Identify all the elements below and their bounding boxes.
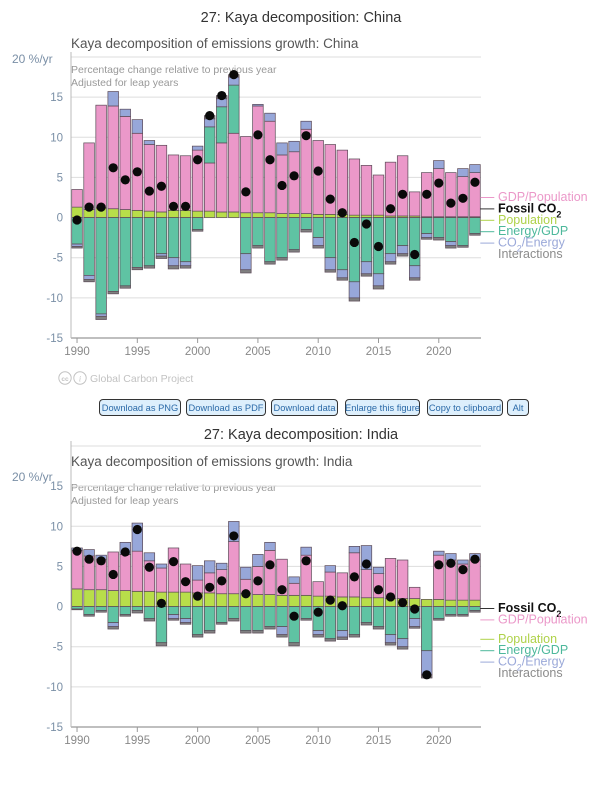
svg-text:20 %/yr: 20 %/yr bbox=[12, 52, 53, 66]
svg-text:2000: 2000 bbox=[185, 735, 211, 747]
svg-text:2005: 2005 bbox=[245, 346, 271, 358]
svg-text:Percentage change relative to: Percentage change relative to previous y… bbox=[71, 64, 277, 76]
svg-text:2010: 2010 bbox=[305, 735, 331, 747]
svg-text:Kaya decomposition of emission: Kaya decomposition of emissions growth: … bbox=[71, 36, 359, 51]
svg-text:2020: 2020 bbox=[426, 735, 452, 747]
svg-text:15: 15 bbox=[50, 92, 63, 104]
svg-text:Interactions: Interactions bbox=[498, 247, 563, 261]
svg-text:2005: 2005 bbox=[245, 735, 271, 747]
svg-text:2015: 2015 bbox=[366, 346, 392, 358]
svg-text:10: 10 bbox=[50, 132, 63, 144]
svg-text:1995: 1995 bbox=[125, 346, 151, 358]
svg-text:2020: 2020 bbox=[426, 346, 452, 358]
svg-text:2010: 2010 bbox=[305, 346, 331, 358]
svg-text:5: 5 bbox=[57, 172, 63, 184]
svg-text:20 %/yr: 20 %/yr bbox=[12, 470, 53, 484]
svg-text:2000: 2000 bbox=[185, 346, 211, 358]
svg-text:27: Kaya decomposition: China: 27: Kaya decomposition: China bbox=[201, 10, 403, 26]
svg-text:-5: -5 bbox=[53, 253, 63, 265]
svg-text:27: Kaya decomposition: India: 27: Kaya decomposition: India bbox=[204, 427, 399, 443]
svg-text:2015: 2015 bbox=[366, 735, 392, 747]
svg-text:0: 0 bbox=[57, 602, 63, 614]
svg-text:0: 0 bbox=[57, 213, 63, 225]
svg-text:1990: 1990 bbox=[64, 735, 90, 747]
svg-text:Percentage change relative to: Percentage change relative to previous y… bbox=[71, 482, 277, 494]
svg-text:GDP/Population: GDP/Population bbox=[498, 612, 588, 626]
svg-text:5: 5 bbox=[57, 561, 63, 573]
svg-text:-15: -15 bbox=[46, 722, 63, 734]
svg-text:Kaya decomposition of emission: Kaya decomposition of emissions growth: … bbox=[71, 454, 353, 469]
svg-text:1990: 1990 bbox=[64, 346, 90, 358]
svg-text:Adjusted for leap years: Adjusted for leap years bbox=[71, 495, 178, 507]
svg-text:Global Carbon Project: Global Carbon Project bbox=[90, 373, 193, 385]
svg-text:i: i bbox=[79, 375, 81, 384]
svg-text:Interactions: Interactions bbox=[498, 666, 563, 680]
svg-text:10: 10 bbox=[50, 521, 63, 533]
svg-text:-10: -10 bbox=[46, 293, 63, 305]
svg-text:-10: -10 bbox=[46, 682, 63, 694]
svg-text:15: 15 bbox=[50, 481, 63, 493]
svg-text:-5: -5 bbox=[53, 642, 63, 654]
svg-text:Adjusted for leap years: Adjusted for leap years bbox=[71, 77, 178, 89]
svg-text:-15: -15 bbox=[46, 333, 63, 345]
svg-text:1995: 1995 bbox=[125, 735, 151, 747]
svg-text:cc: cc bbox=[61, 376, 69, 383]
